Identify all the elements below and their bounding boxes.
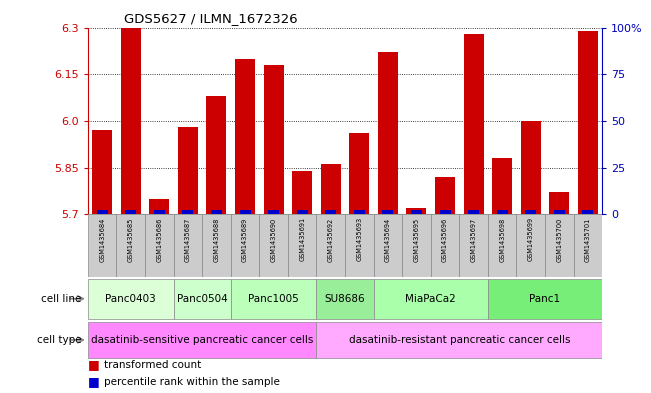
- Bar: [525, 209, 536, 214]
- Bar: [88, 279, 174, 319]
- Bar: [439, 209, 450, 214]
- Text: ■: ■: [88, 358, 100, 371]
- Bar: [92, 130, 112, 214]
- Bar: [145, 214, 174, 277]
- Text: GSM1435689: GSM1435689: [242, 217, 248, 262]
- Bar: [516, 214, 545, 277]
- Bar: [435, 177, 455, 214]
- Text: Panc1005: Panc1005: [248, 294, 299, 304]
- Bar: [321, 164, 340, 214]
- Bar: [240, 209, 251, 214]
- Text: GSM1435690: GSM1435690: [271, 217, 277, 262]
- Text: GSM1435688: GSM1435688: [214, 217, 219, 262]
- Bar: [230, 214, 259, 277]
- Text: transformed count: transformed count: [104, 360, 201, 370]
- Bar: [154, 209, 165, 214]
- Bar: [382, 209, 393, 214]
- Text: GSM1435699: GSM1435699: [528, 217, 534, 261]
- Text: GSM1435687: GSM1435687: [185, 217, 191, 262]
- Bar: [574, 214, 602, 277]
- Bar: [120, 28, 141, 214]
- Bar: [488, 279, 602, 319]
- Text: SU8686: SU8686: [325, 294, 365, 304]
- Text: GSM1435697: GSM1435697: [471, 217, 477, 262]
- Bar: [583, 209, 594, 214]
- Text: GSM1435685: GSM1435685: [128, 217, 133, 262]
- Bar: [316, 214, 345, 277]
- Bar: [554, 209, 565, 214]
- Text: ■: ■: [88, 375, 100, 389]
- Bar: [235, 59, 255, 214]
- Bar: [288, 214, 316, 277]
- Bar: [411, 209, 422, 214]
- Text: GSM1435701: GSM1435701: [585, 217, 591, 262]
- Bar: [149, 198, 169, 214]
- Bar: [316, 279, 374, 319]
- Bar: [406, 208, 426, 214]
- Text: GSM1435686: GSM1435686: [156, 217, 162, 262]
- Bar: [206, 96, 227, 214]
- Bar: [402, 214, 431, 277]
- Text: percentile rank within the sample: percentile rank within the sample: [104, 377, 280, 387]
- Bar: [578, 31, 598, 214]
- Bar: [460, 214, 488, 277]
- Bar: [374, 279, 488, 319]
- Bar: [230, 279, 316, 319]
- Text: Panc1: Panc1: [529, 294, 561, 304]
- Text: MiaPaCa2: MiaPaCa2: [406, 294, 456, 304]
- Text: GDS5627 / ILMN_1672326: GDS5627 / ILMN_1672326: [124, 12, 298, 25]
- Bar: [268, 209, 279, 214]
- Bar: [174, 214, 202, 277]
- Bar: [125, 209, 136, 214]
- Bar: [545, 214, 574, 277]
- Bar: [374, 214, 402, 277]
- Text: GSM1435684: GSM1435684: [99, 217, 105, 262]
- Bar: [431, 214, 460, 277]
- Bar: [88, 322, 316, 358]
- Bar: [464, 34, 484, 214]
- Bar: [88, 214, 117, 277]
- Bar: [211, 209, 222, 214]
- Bar: [326, 209, 337, 214]
- Text: Panc0403: Panc0403: [105, 294, 156, 304]
- Text: GSM1435696: GSM1435696: [442, 217, 448, 262]
- Bar: [497, 209, 508, 214]
- Bar: [297, 209, 308, 214]
- Bar: [117, 214, 145, 277]
- Bar: [264, 65, 284, 214]
- Bar: [378, 52, 398, 214]
- Text: cell line: cell line: [41, 294, 85, 304]
- Bar: [202, 214, 230, 277]
- Bar: [182, 209, 193, 214]
- Text: Panc0504: Panc0504: [177, 294, 228, 304]
- Bar: [292, 171, 312, 214]
- Bar: [96, 209, 107, 214]
- Bar: [316, 322, 602, 358]
- Text: dasatinib-resistant pancreatic cancer cells: dasatinib-resistant pancreatic cancer ce…: [348, 335, 570, 345]
- Bar: [521, 121, 541, 214]
- Text: GSM1435700: GSM1435700: [557, 217, 562, 262]
- Text: dasatinib-sensitive pancreatic cancer cells: dasatinib-sensitive pancreatic cancer ce…: [91, 335, 313, 345]
- Bar: [492, 158, 512, 214]
- Text: GSM1435694: GSM1435694: [385, 217, 391, 262]
- Text: GSM1435691: GSM1435691: [299, 217, 305, 261]
- Bar: [259, 214, 288, 277]
- Text: GSM1435695: GSM1435695: [413, 217, 419, 262]
- Bar: [178, 127, 198, 214]
- Text: GSM1435698: GSM1435698: [499, 217, 505, 262]
- Bar: [345, 214, 374, 277]
- Text: GSM1435692: GSM1435692: [327, 217, 334, 262]
- Bar: [468, 209, 479, 214]
- Text: cell type: cell type: [36, 335, 85, 345]
- Bar: [350, 133, 369, 214]
- Bar: [174, 279, 230, 319]
- Bar: [549, 193, 570, 214]
- Text: GSM1435693: GSM1435693: [356, 217, 363, 261]
- Bar: [488, 214, 516, 277]
- Bar: [353, 209, 365, 214]
